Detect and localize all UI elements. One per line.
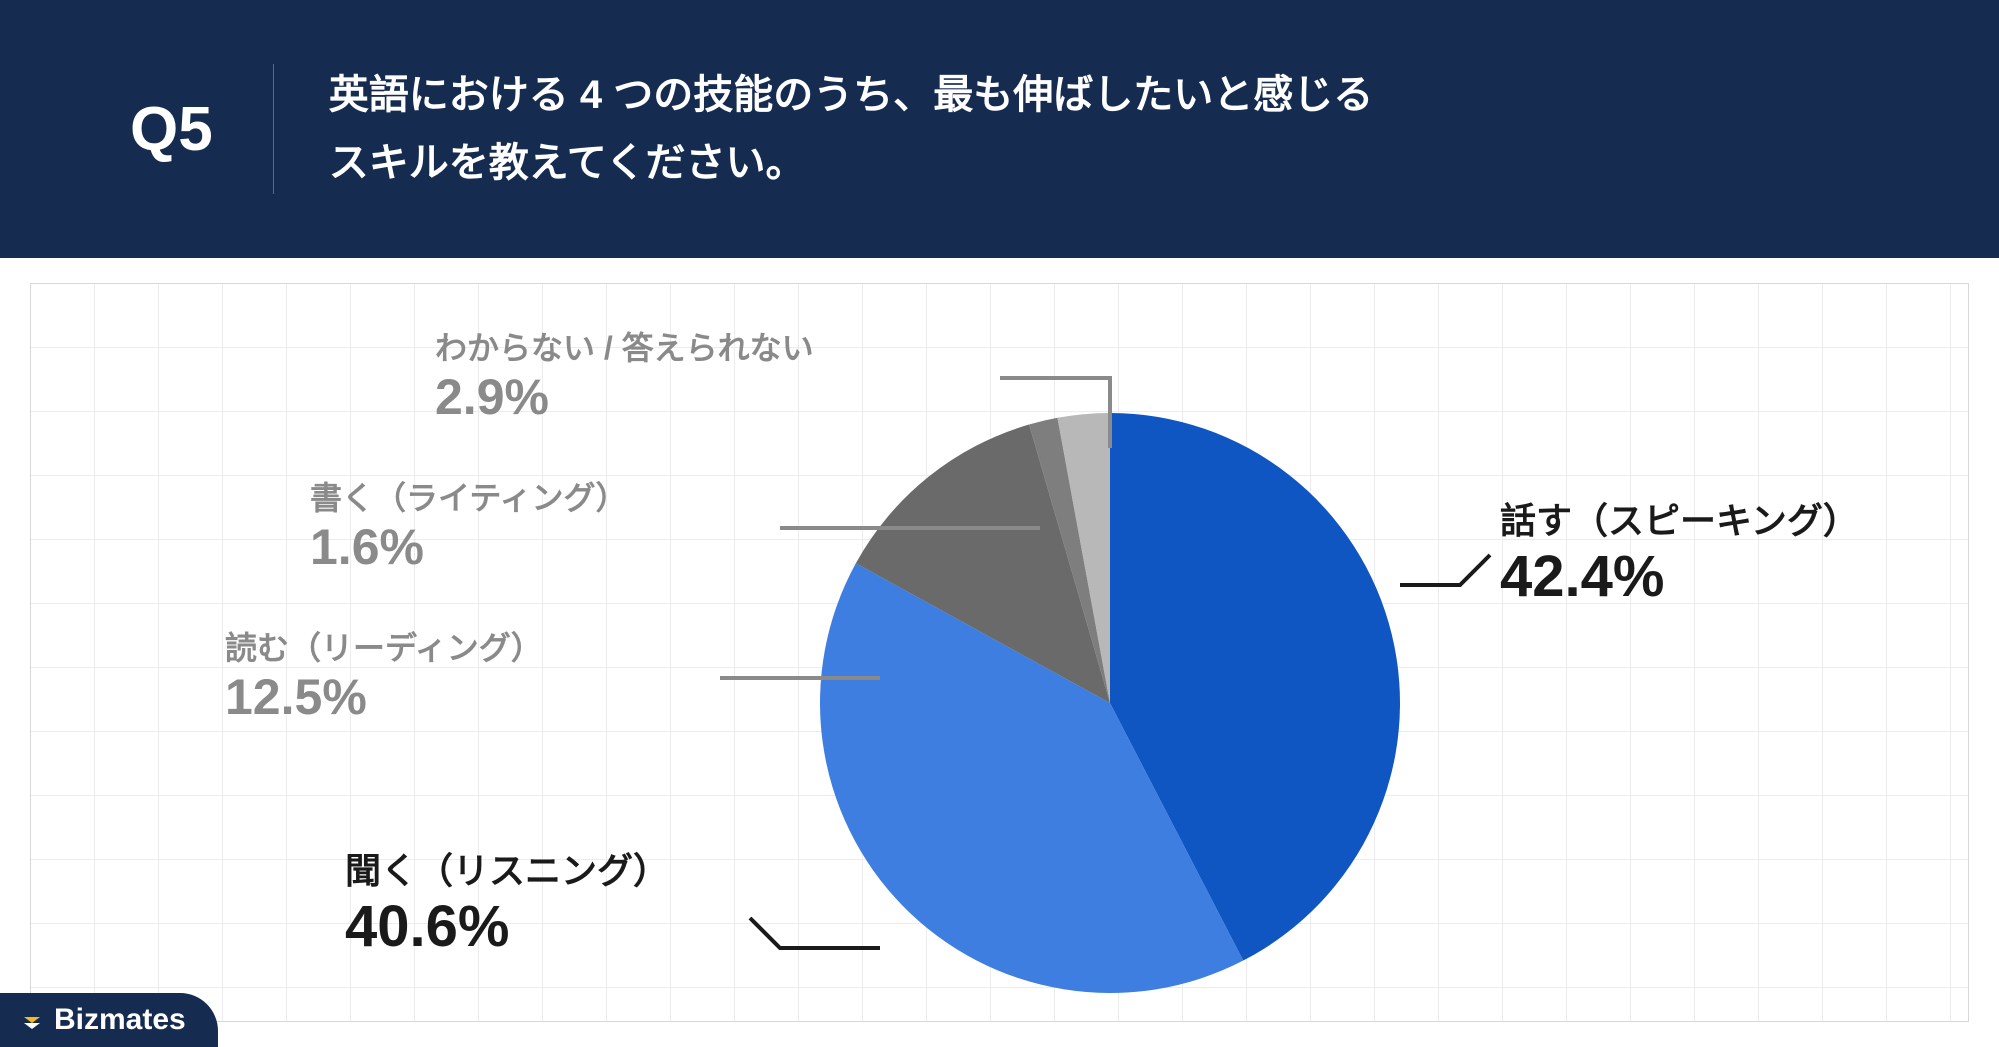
slice-label-name: 話す（スピーキング） <box>1500 498 1859 545</box>
chart-area: 話す（スピーキング）42.4%聞く（リスニング）40.6%読む（リーディング）1… <box>0 258 1999 1047</box>
slice-label-name: 読む（リーディング） <box>225 628 543 670</box>
slice-label-name: 聞く（リスニング） <box>345 848 669 895</box>
brand-name: Bizmates <box>54 1003 186 1037</box>
slice-label-value: 12.5% <box>225 670 543 725</box>
slice-label: 書く（ライティング）1.6% <box>310 478 627 575</box>
pie-chart <box>820 413 1400 993</box>
brand-logo-icon <box>20 1008 44 1032</box>
slice-label: 聞く（リスニング）40.6% <box>345 848 669 959</box>
slice-label-name: わからない / 答えられない <box>435 328 814 370</box>
slice-label: 読む（リーディング）12.5% <box>225 628 543 725</box>
header: Q5 英語における 4 つの技能のうち、最も伸ばしたいと感じるスキルを教えてくだ… <box>0 0 1999 258</box>
question-text: 英語における 4 つの技能のうち、最も伸ばしたいと感じるスキルを教えてください。 <box>274 61 1373 197</box>
question-number: Q5 <box>130 94 273 165</box>
slice-label-value: 2.9% <box>435 370 814 425</box>
slice-label: わからない / 答えられない2.9% <box>435 328 814 425</box>
brand-badge: Bizmates <box>0 993 218 1047</box>
slice-label-name: 書く（ライティング） <box>310 478 627 520</box>
slice-label: 話す（スピーキング）42.4% <box>1500 498 1859 609</box>
slice-label-value: 42.4% <box>1500 545 1859 609</box>
slice-label-value: 40.6% <box>345 895 669 959</box>
slice-label-value: 1.6% <box>310 520 627 575</box>
